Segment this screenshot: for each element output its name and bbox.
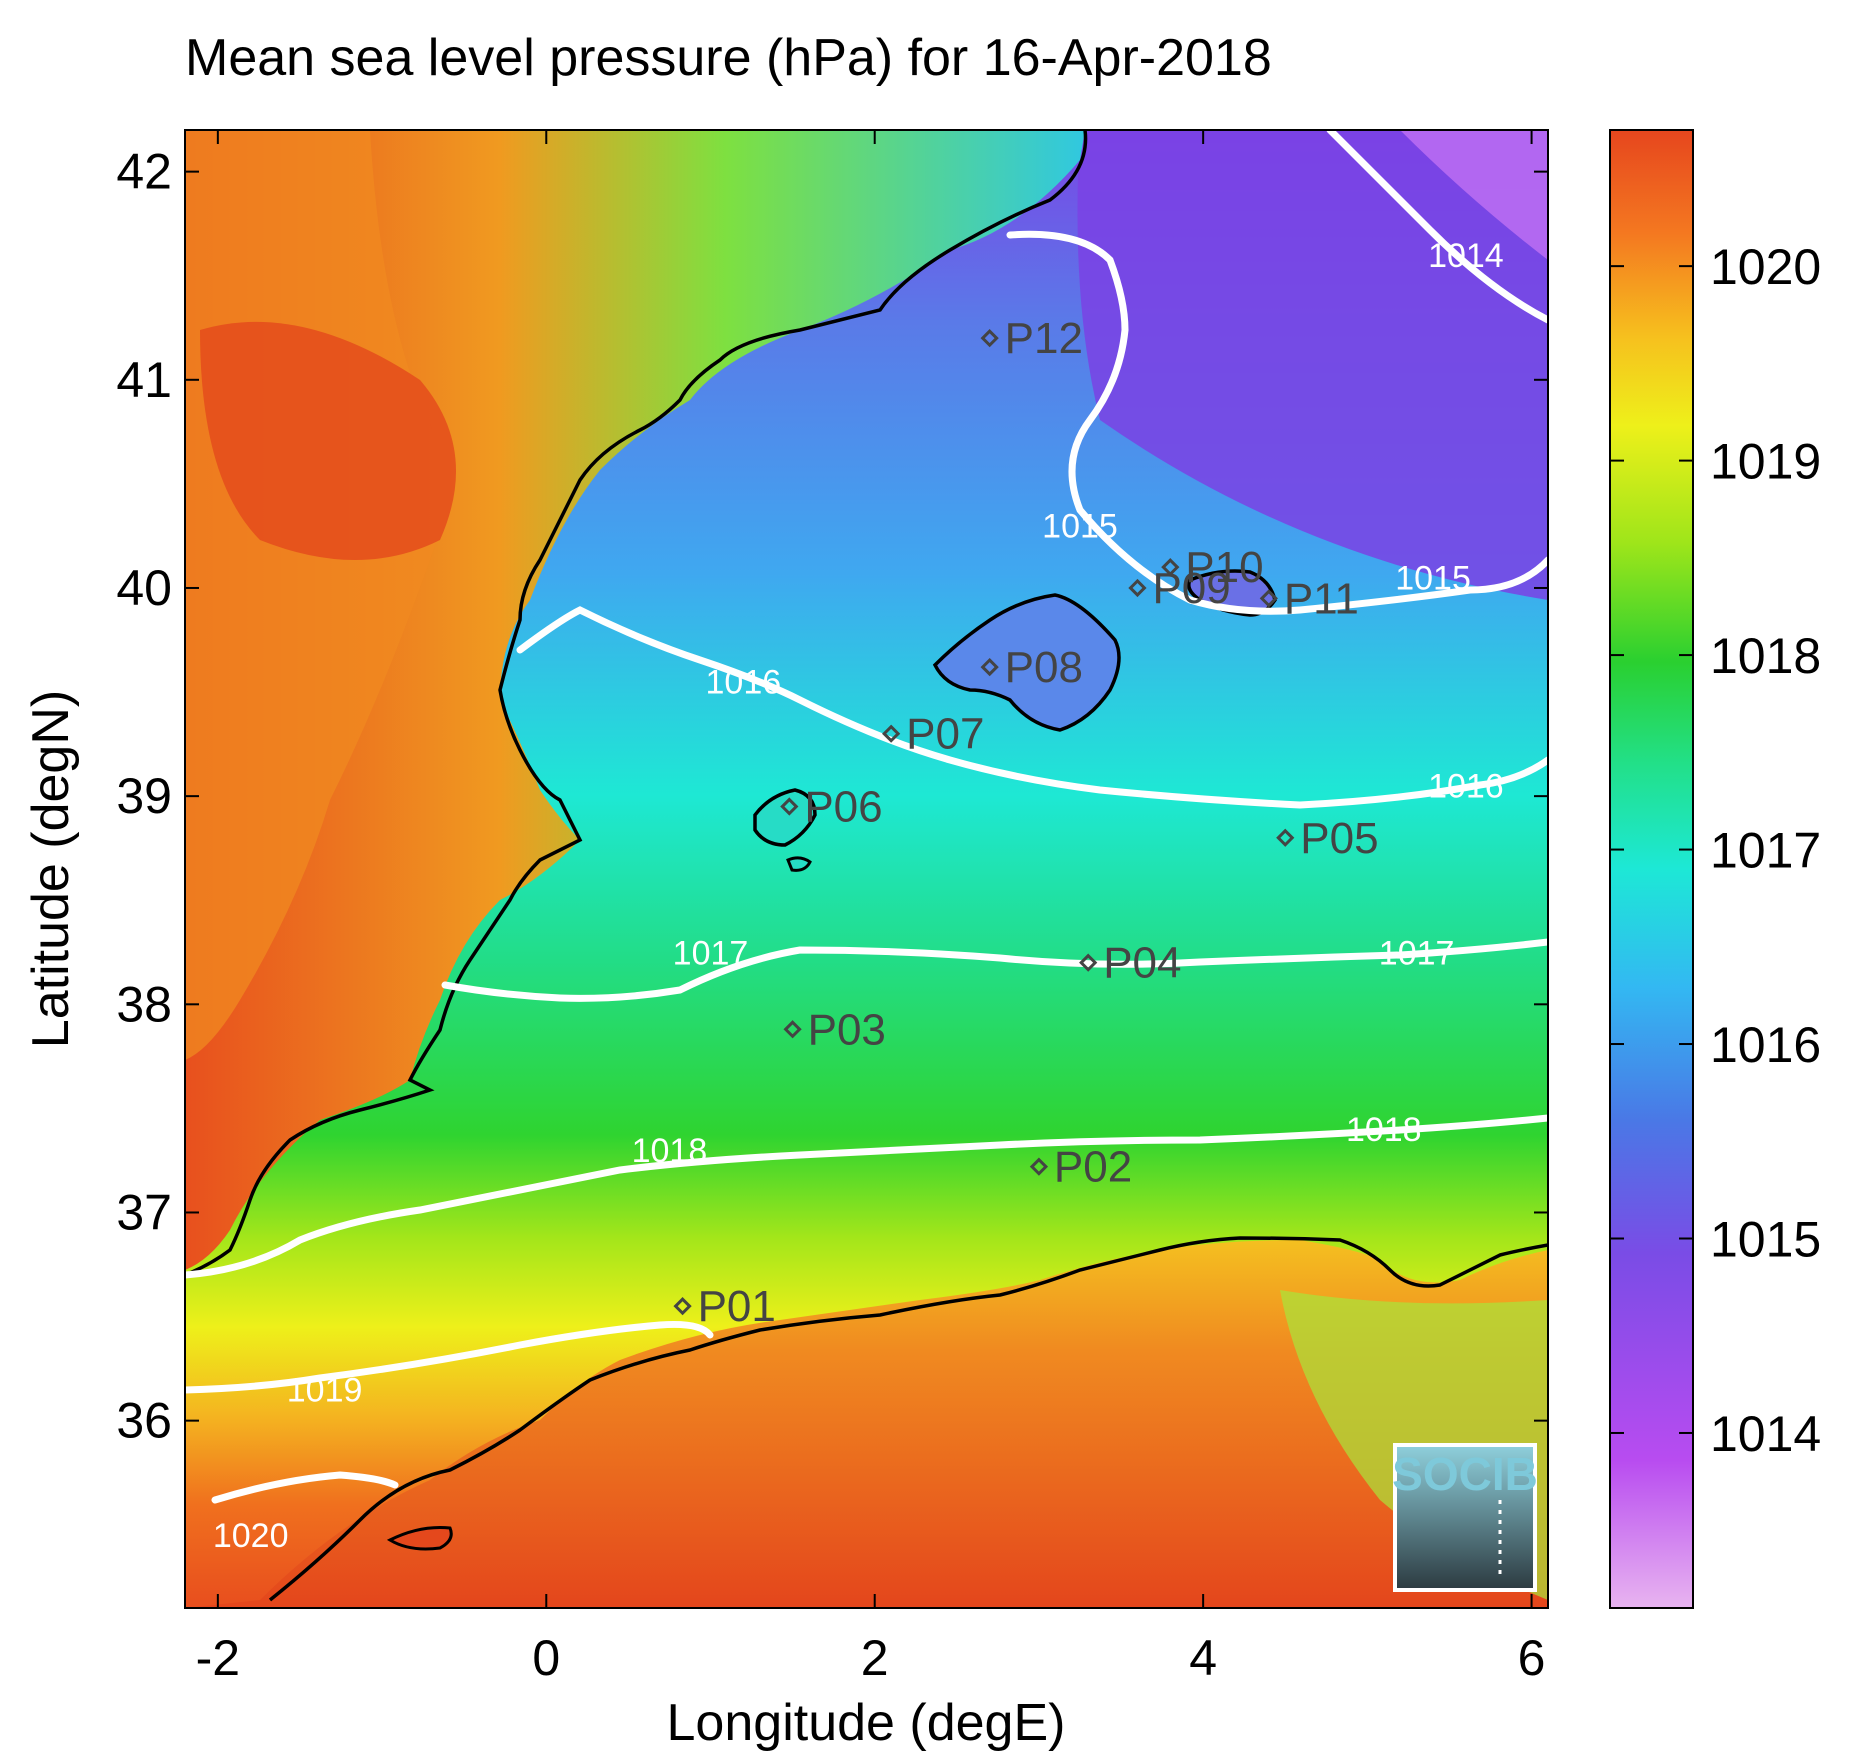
station-marker: P07 [882,710,984,759]
contour-label: 1017 [1379,934,1455,972]
contour-label: 1014 [1428,237,1504,275]
station-marker: P08 [980,643,1083,692]
isobar-1016 [516,606,1548,809]
contour-label: 1017 [673,934,749,972]
station-label: P04 [1103,939,1181,988]
station-label: P08 [1005,643,1083,692]
contour-label: 1015 [1395,560,1471,598]
station-label: P10 [1185,543,1263,592]
colorbar [1609,129,1694,1609]
isobar-1015 [1006,230,1548,615]
station-marker: P02 [1029,1143,1132,1192]
colorbar-tick-label: 1019 [1710,434,1821,490]
station-label: P09 [1152,564,1230,613]
africa-land [185,1240,1548,1608]
x-tick-label: 2 [861,1630,889,1686]
africa-coastline [268,1236,1548,1602]
contour-label: 1016 [1428,768,1504,806]
y-tick-label: 39 [116,768,172,824]
y-tick-label: 42 [116,144,172,200]
colorbar-tick-label: 1020 [1710,239,1821,295]
contour-label: 1019 [287,1371,363,1409]
y-tick-label: 37 [116,1184,172,1240]
station-label: P11 [1284,574,1359,623]
x-axis-label: Longitude (degE) [667,1694,1066,1752]
isobar-1020 [211,1471,399,1504]
page-title: Mean sea level pressure (hPa) for 16-Apr… [185,29,1272,87]
y-tick-label: 36 [116,1393,172,1449]
formentera-island [786,856,812,872]
plot-frame [184,129,1549,1609]
station-diamond-icon [1079,953,1098,972]
y-axis-ticks: 36 37 38 39 40 41 42 [116,144,1548,1449]
station-marker: P06 [780,783,883,832]
station-label: P03 [808,1005,886,1054]
colorbar-tick-label: 1015 [1710,1212,1821,1268]
station-diamond-icon [1161,558,1180,577]
x-tick-label: 0 [532,1630,560,1686]
station-diamond-icon [980,329,999,348]
station-label: P01 [698,1282,776,1331]
x-tick-label: 4 [1189,1630,1217,1686]
contour-label: 1016 [706,664,782,702]
station-diamond-icon [780,797,799,816]
station-diamond-icon [673,1297,692,1316]
station-marker: P03 [783,1005,886,1054]
x-tick-label: -2 [196,1630,240,1686]
y-tick-label: 41 [116,352,172,408]
isobar-1014 [1326,130,1548,324]
station-marker: P11 [1259,574,1359,623]
station-marker: P01 [673,1282,776,1331]
socib-logo: SOCIB [1392,1443,1538,1592]
station-label: P06 [804,783,882,832]
colorbar-tick-label: 1016 [1710,1017,1821,1073]
lowest-pressure-region [1400,130,1548,260]
contour-label: 1018 [1346,1111,1422,1149]
station-marker: P04 [1079,939,1181,988]
colorbar-tick-label: 1018 [1710,628,1821,684]
ibiza-island [753,788,817,847]
station-marker: P10 [1161,543,1264,592]
map-area: 1014 1015 1015 1016 1016 1017 1017 1018 1018 1019… [185,130,1548,1608]
colorbar-tick-label: 1014 [1710,1406,1821,1462]
station-marker: P12 [980,314,1083,363]
isobar-1017 [441,938,1548,1002]
contour-labels: 1014 1015 1015 1016 1016 1017 1017 1018 1018 1019… [213,237,1504,1555]
contour-label: 1018 [632,1132,708,1170]
contour-label: 1015 [1042,508,1118,546]
station-diamond-icon [783,1020,802,1039]
station-label: P02 [1054,1143,1132,1192]
y-tick-label: 40 [116,560,172,616]
colorbar-ticks: 1014 1015 1016 1017 1018 1019 1020 [1610,239,1821,1462]
alboran-land [386,1526,453,1551]
y-tick-label: 38 [116,976,172,1032]
iberia-high-terrain [200,321,456,560]
low-pressure-region [1077,130,1548,600]
x-tick-label: 6 [1518,1630,1546,1686]
isobar-1019 [185,1321,714,1394]
station-label: P07 [906,710,984,759]
x-axis-ticks: -2 0 2 4 6 [196,130,1546,1686]
station-diamond-icon [882,724,901,743]
contour-label: 1020 [213,1517,289,1555]
station-diamond-icon [1276,828,1295,847]
logo-text: SOCIB [1392,1448,1538,1500]
colorbar-tick-label: 1017 [1710,823,1821,879]
y-axis-label: Latitude (degN) [22,690,80,1048]
isobars [185,130,1548,1504]
station-diamond-icon [980,657,999,677]
station-diamond-icon [1259,589,1278,608]
isobar-1018 [185,1114,1548,1279]
station-marker: P09 [1128,564,1231,613]
station-label: P12 [1005,314,1083,363]
mallorca-island [932,593,1121,732]
station-marker: P05 [1276,814,1379,863]
iberia-coastline [185,130,1088,1277]
station-diamond-icon [1029,1157,1049,1176]
station-diamond-icon [1128,578,1147,598]
station-label: P05 [1300,814,1378,863]
